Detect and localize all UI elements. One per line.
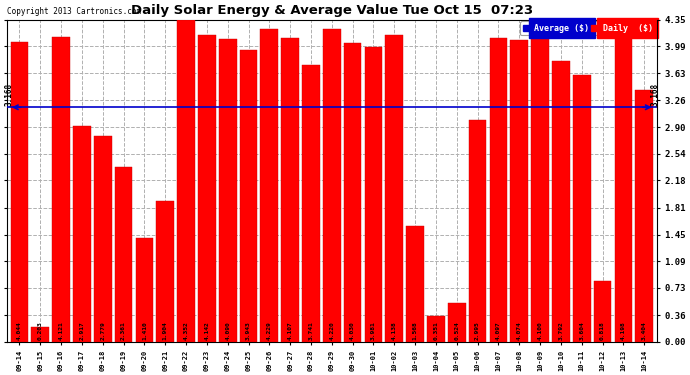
Text: 0.818: 0.818 — [600, 322, 605, 340]
Text: 3.943: 3.943 — [246, 322, 251, 340]
Text: 1.568: 1.568 — [413, 322, 417, 340]
Text: 1.904: 1.904 — [163, 322, 168, 340]
Bar — [32, 327, 49, 342]
Bar — [10, 42, 28, 342]
Bar — [531, 38, 549, 342]
Bar — [135, 237, 153, 342]
Bar — [573, 75, 591, 342]
Bar — [52, 37, 70, 342]
Text: 1.410: 1.410 — [142, 322, 147, 340]
Bar — [261, 28, 278, 342]
Text: 2.995: 2.995 — [475, 322, 480, 340]
Text: 0.351: 0.351 — [433, 322, 438, 340]
Text: 4.142: 4.142 — [204, 322, 209, 340]
Text: 3.168: 3.168 — [650, 82, 659, 106]
Bar — [198, 35, 216, 342]
Bar — [511, 40, 528, 342]
Bar — [406, 226, 424, 342]
Text: 4.352: 4.352 — [184, 322, 188, 340]
Bar — [157, 201, 174, 342]
Bar — [115, 167, 132, 342]
Text: 3.404: 3.404 — [642, 322, 647, 340]
Legend: Average ($), Daily  ($): Average ($), Daily ($) — [520, 21, 655, 35]
Text: 4.229: 4.229 — [267, 322, 272, 340]
Bar — [448, 303, 466, 342]
Bar — [469, 120, 486, 342]
Text: 2.917: 2.917 — [79, 322, 84, 340]
Bar — [490, 39, 507, 342]
Bar — [323, 29, 341, 342]
Text: 4.220: 4.220 — [329, 322, 335, 340]
Text: 4.030: 4.030 — [350, 322, 355, 340]
Bar — [364, 47, 382, 342]
Text: 4.100: 4.100 — [538, 322, 542, 340]
Bar — [219, 39, 237, 342]
Text: 3.741: 3.741 — [308, 322, 313, 340]
Text: 3.792: 3.792 — [558, 322, 564, 340]
Title: Daily Solar Energy & Average Value Tue Oct 15  07:23: Daily Solar Energy & Average Value Tue O… — [131, 4, 533, 17]
Text: 0.524: 0.524 — [454, 322, 460, 340]
Text: Copyright 2013 Cartronics.com: Copyright 2013 Cartronics.com — [7, 8, 141, 16]
Text: 4.044: 4.044 — [17, 322, 22, 340]
Text: 4.121: 4.121 — [59, 322, 63, 340]
Bar — [302, 65, 320, 342]
Bar — [282, 38, 299, 342]
Text: 4.198: 4.198 — [621, 322, 626, 340]
Text: 4.074: 4.074 — [517, 322, 522, 340]
Text: 0.203: 0.203 — [38, 322, 43, 340]
Text: 3.168: 3.168 — [5, 82, 14, 106]
Bar — [635, 90, 653, 342]
Text: 4.138: 4.138 — [392, 322, 397, 340]
Bar — [386, 35, 403, 342]
Text: 3.604: 3.604 — [579, 322, 584, 340]
Bar — [615, 31, 632, 342]
Bar — [344, 44, 362, 342]
Bar — [177, 20, 195, 342]
Bar — [94, 136, 112, 342]
Bar — [239, 50, 257, 342]
Text: 4.097: 4.097 — [496, 322, 501, 340]
Bar — [73, 126, 91, 342]
Text: 4.090: 4.090 — [225, 322, 230, 340]
Text: 2.779: 2.779 — [100, 322, 106, 340]
Text: 2.361: 2.361 — [121, 322, 126, 340]
Bar — [552, 61, 570, 342]
Bar — [593, 281, 611, 342]
Text: 4.107: 4.107 — [288, 322, 293, 340]
Text: 3.981: 3.981 — [371, 322, 376, 340]
Bar — [427, 316, 445, 342]
